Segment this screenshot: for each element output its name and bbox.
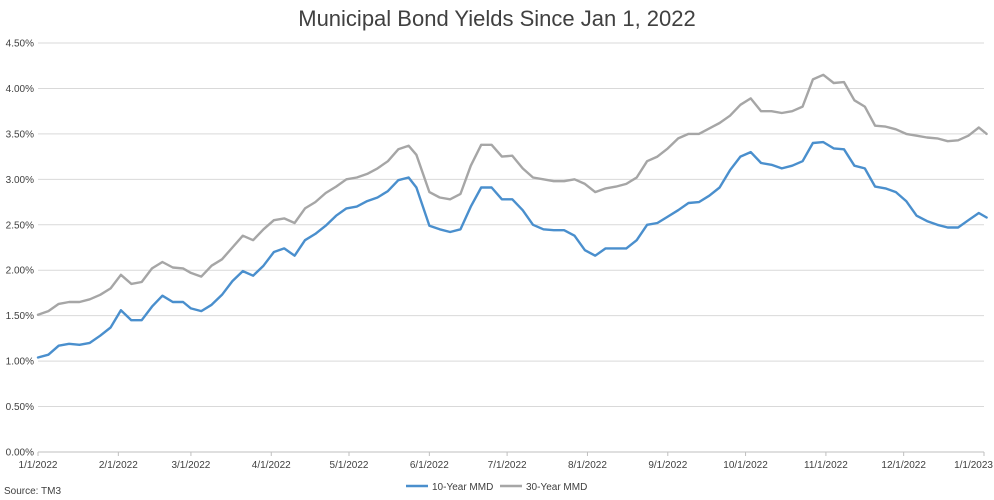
y-tick-label: 1.00% bbox=[6, 357, 34, 368]
y-tick-label: 3.50% bbox=[6, 129, 34, 140]
x-tick-label: 9/1/2022 bbox=[648, 460, 687, 471]
chart-title: Municipal Bond Yields Since Jan 1, 2022 bbox=[298, 6, 695, 31]
y-tick-label: 2.50% bbox=[6, 220, 34, 231]
y-tick-label: 1.50% bbox=[6, 311, 34, 322]
x-tick-label: 11/1/2022 bbox=[804, 460, 848, 471]
x-tick-label: 7/1/2022 bbox=[488, 460, 527, 471]
y-tick-label: 4.50% bbox=[6, 39, 34, 50]
x-tick-label: 2/1/2022 bbox=[99, 460, 138, 471]
legend-label: 30-Year MMD bbox=[526, 482, 587, 493]
x-tick-label: 12/1/2022 bbox=[881, 460, 926, 471]
series-line-30-year-mmd bbox=[36, 73, 988, 316]
x-tick-label: 4/1/2022 bbox=[252, 460, 291, 471]
legend: 10-Year MMD 30-Year MMD bbox=[406, 482, 587, 493]
gridlines bbox=[38, 42, 984, 453]
x-axis-tick-labels: 1/1/2022 2/1/2022 3/1/2022 4/1/2022 5/1/2022… bbox=[19, 452, 993, 471]
series-line-10-year-mmd bbox=[36, 140, 988, 359]
x-tick-label: 8/1/2022 bbox=[568, 460, 607, 471]
source-note: Source: TM3 bbox=[4, 486, 61, 497]
x-tick-label: 1/1/2023 bbox=[954, 460, 993, 471]
x-tick-label: 3/1/2022 bbox=[171, 460, 210, 471]
y-tick-label: 0.50% bbox=[6, 402, 34, 413]
y-tick-label: 3.00% bbox=[6, 175, 34, 186]
y-axis-tick-labels: 0.00% 0.50% 1.00% 1.50% 2.00% 2.50% 3.00% 3.50%… bbox=[6, 39, 34, 459]
y-tick-label: 2.00% bbox=[6, 266, 34, 277]
x-tick-label: 6/1/2022 bbox=[410, 460, 449, 471]
series-lines bbox=[36, 73, 988, 359]
y-tick-label: 4.00% bbox=[6, 84, 34, 95]
y-tick-label: 0.00% bbox=[6, 448, 34, 459]
x-tick-label: 10/1/2022 bbox=[723, 460, 768, 471]
x-tick-label: 1/1/2022 bbox=[19, 460, 58, 471]
x-tick-label: 5/1/2022 bbox=[330, 460, 369, 471]
legend-label: 10-Year MMD bbox=[432, 482, 493, 493]
